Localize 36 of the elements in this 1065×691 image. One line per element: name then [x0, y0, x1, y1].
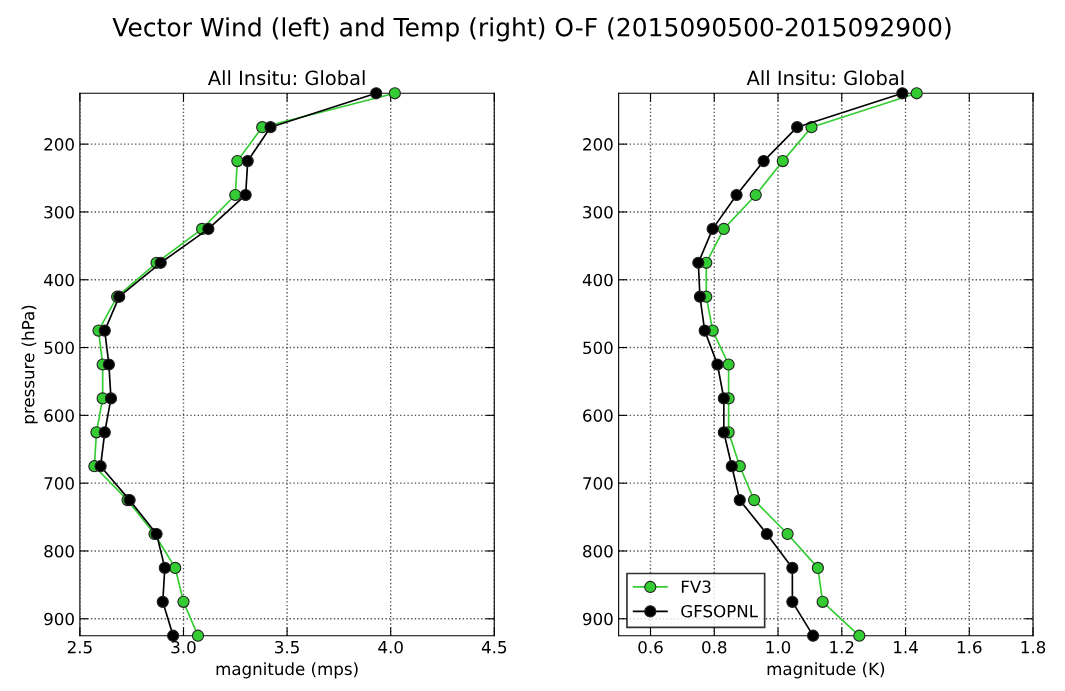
y-tick-label: 200 — [44, 138, 74, 151]
y-tick-label: 500 — [583, 341, 613, 355]
x-tick-label: 1.6 — [957, 640, 982, 654]
y-tick-label: 800 — [44, 544, 74, 558]
legend-label: FV3 — [681, 580, 711, 594]
y-tick-label: 600 — [44, 409, 74, 422]
x-tick-label: 1.0 — [766, 640, 791, 654]
x-tick-label: 2.5 — [67, 640, 92, 654]
x-tick-label: 1.4 — [894, 641, 918, 654]
x-axis-title: magnitude (K) — [767, 662, 885, 679]
x-axis-title: magnitude (mps) — [216, 662, 358, 679]
x-tick-label: 1.2 — [830, 640, 854, 654]
y-axis-title: pressure (hPa) — [21, 305, 38, 424]
x-tick-label: 4.0 — [378, 640, 403, 654]
text: Vector Wind (left) and Temp (right) O-F (2015090500-2015092900) — [112, 17, 951, 42]
chart-title: All Insitu: Global — [746, 70, 904, 86]
x-tick-label: 0.6 — [638, 640, 663, 654]
y-tick-label: 700 — [44, 477, 74, 490]
legend-label: GFSOPNL — [681, 604, 758, 618]
y-tick-label: 800 — [583, 544, 613, 558]
y-tick-label: 200 — [583, 138, 613, 151]
y-tick-label: 400 — [44, 273, 74, 287]
y-tick-label: 900 — [44, 612, 74, 626]
chart-title: All Insitu: Global — [207, 70, 365, 86]
x-tick-label: 3.0 — [171, 640, 196, 654]
y-tick-label: 700 — [583, 477, 613, 490]
x-tick-label: 3.5 — [275, 640, 299, 654]
x-tick-label: 4.5 — [481, 641, 507, 654]
y-tick-label: 900 — [583, 612, 613, 626]
y-tick-label: 500 — [44, 341, 74, 355]
y-tick-label: 600 — [583, 409, 613, 422]
x-tick-label: 1.8 — [1021, 640, 1046, 654]
y-tick-label: 300 — [583, 205, 613, 219]
y-tick-label: 400 — [582, 273, 613, 287]
x-tick-label: 0.8 — [702, 640, 727, 654]
y-tick-label: 300 — [44, 205, 74, 219]
